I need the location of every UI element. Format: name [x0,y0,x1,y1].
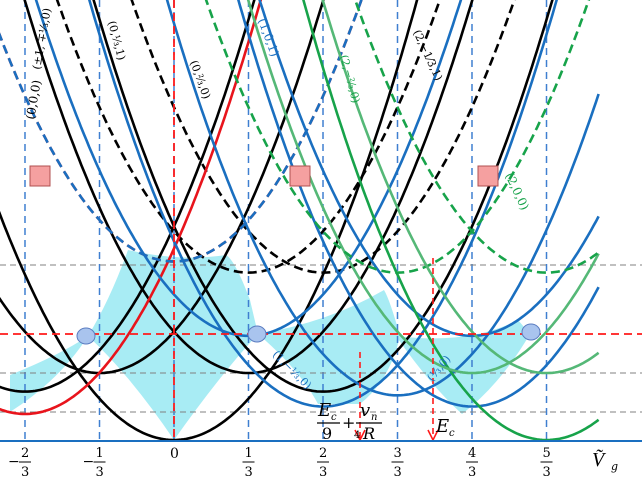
tick-num-p5: 5 [543,446,551,461]
tick-den-p5: 3 [543,465,551,480]
curve-6 [130,0,516,274]
tick-den-m1: 3 [96,465,104,480]
tick-sign-m1: − [83,454,95,470]
square-marker-1 [289,165,311,187]
circle-marker-2 [521,323,541,341]
energy-annotation-right: E c [435,416,455,439]
ec-den: 9 [322,424,332,443]
curve-11 [237,0,600,408]
tick-den-p4: 3 [468,465,476,480]
curve-18 [204,0,591,274]
state-label-pm1: (±1, ∓¹⁄₃,0) [30,7,54,70]
state-label-000: (0,0,0) [23,79,44,121]
v-den-4: 4 [354,430,360,441]
curve-5 [55,0,442,274]
tick-num-p2: 2 [319,446,327,461]
curve-15 [302,0,600,442]
curve-3 [0,0,256,393]
tick-num-m1: 1 [96,446,104,461]
ec-right: E [435,416,449,437]
shaded-region-3 [396,320,530,414]
circle-marker-1 [247,325,267,343]
curve-4 [92,0,554,393]
plus-sign: + [342,413,355,432]
tick-den-m2: 3 [21,465,29,480]
shaded-region-1 [88,250,258,440]
curve-17 [353,0,600,274]
curve-16 [246,0,600,375]
state-label-0131: (0,¹⁄₃,1) [105,19,128,61]
v-num-sub: n [371,412,377,423]
tick-num-p4: 4 [468,446,476,461]
curve-19 [321,0,600,375]
tick-den-p3: 3 [394,465,402,480]
state-label-200: (2,0,0) [502,170,532,212]
state-label-2230: (2,−²⁄₃,0) [337,53,362,104]
tick-num-p1: 1 [244,446,252,461]
square-marker-2 [477,165,499,187]
tick-sign-m2: − [8,454,20,470]
curve-10 [87,0,559,408]
v-den-r: R [362,424,375,443]
ec-num-sub: c [331,412,337,423]
square-marker-0 [29,165,51,187]
ec-num: E [317,400,331,421]
curve-0 [0,0,419,442]
energy-annotation-left: E c 9 + v n 4 R [317,400,382,443]
curve-2 [23,0,474,375]
curve-7 [0,0,263,416]
tick-num-p3: 3 [394,446,402,461]
tick-num-m2: 2 [21,446,29,461]
curve-14 [0,0,363,263]
axis-label-sub: g [611,460,618,473]
circle-marker-0 [76,327,96,345]
tick-den-p2: 3 [319,465,327,480]
curve-8 [0,0,363,263]
v-num: v [360,400,370,421]
axis-label: V͂ [592,447,607,471]
curve-9 [165,0,600,397]
ec-right-sub: c [449,428,455,439]
tick-label-z: 0 [170,446,179,462]
curve-1 [0,0,325,375]
markers [29,165,541,345]
shaded-region-0 [10,336,88,412]
tick-den-p1: 3 [244,465,252,480]
